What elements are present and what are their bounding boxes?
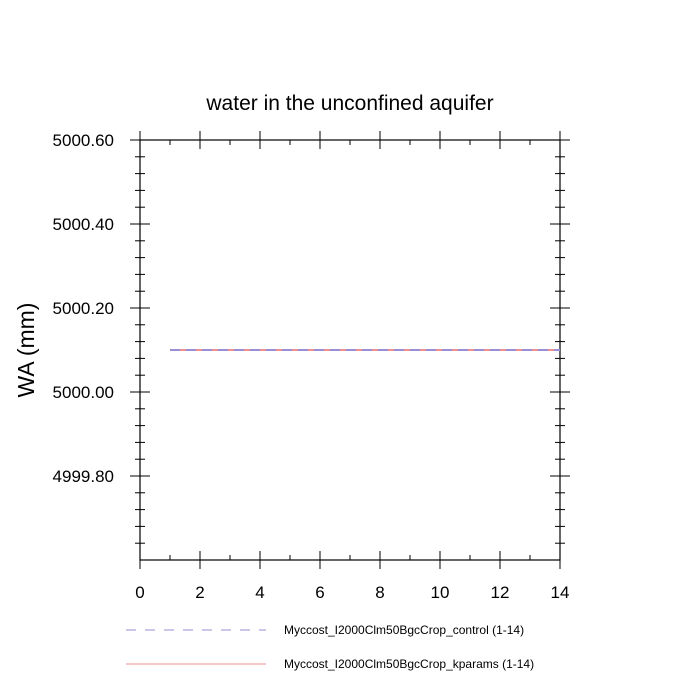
y-axis-label: WA (mm)	[13, 303, 39, 398]
y-tick-label: 4999.80	[53, 467, 114, 486]
x-tick-label: 8	[375, 583, 384, 602]
axis-ticks	[130, 131, 570, 569]
y-tick-label: 5000.60	[53, 131, 114, 150]
x-tick-label: 2	[195, 583, 204, 602]
legend-label-0: Myccost_I2000Clm50BgcCrop_control (1-14)	[284, 623, 524, 637]
y-tick-label: 5000.40	[53, 215, 114, 234]
y-tick-label: 5000.20	[53, 299, 114, 318]
x-tick-label: 10	[431, 583, 450, 602]
x-tick-label: 0	[135, 583, 144, 602]
x-tick-label: 4	[255, 583, 264, 602]
y-tick-label: 5000.00	[53, 383, 114, 402]
chart-title: water in the unconfined aquifer	[205, 92, 493, 115]
x-tick-label: 12	[491, 583, 510, 602]
axis-tick-labels: 0 2 4 6 8 10 12 14 4999.80 5000.00 5000.20 5000.40 5…	[53, 131, 570, 602]
x-tick-label: 6	[315, 583, 324, 602]
legend: Myccost_I2000Clm50BgcCrop_control (1-14)…	[126, 623, 534, 671]
legend-label-1: Myccost_I2000Clm50BgcCrop_kparams (1-14)	[284, 657, 534, 671]
x-tick-label: 14	[551, 583, 570, 602]
